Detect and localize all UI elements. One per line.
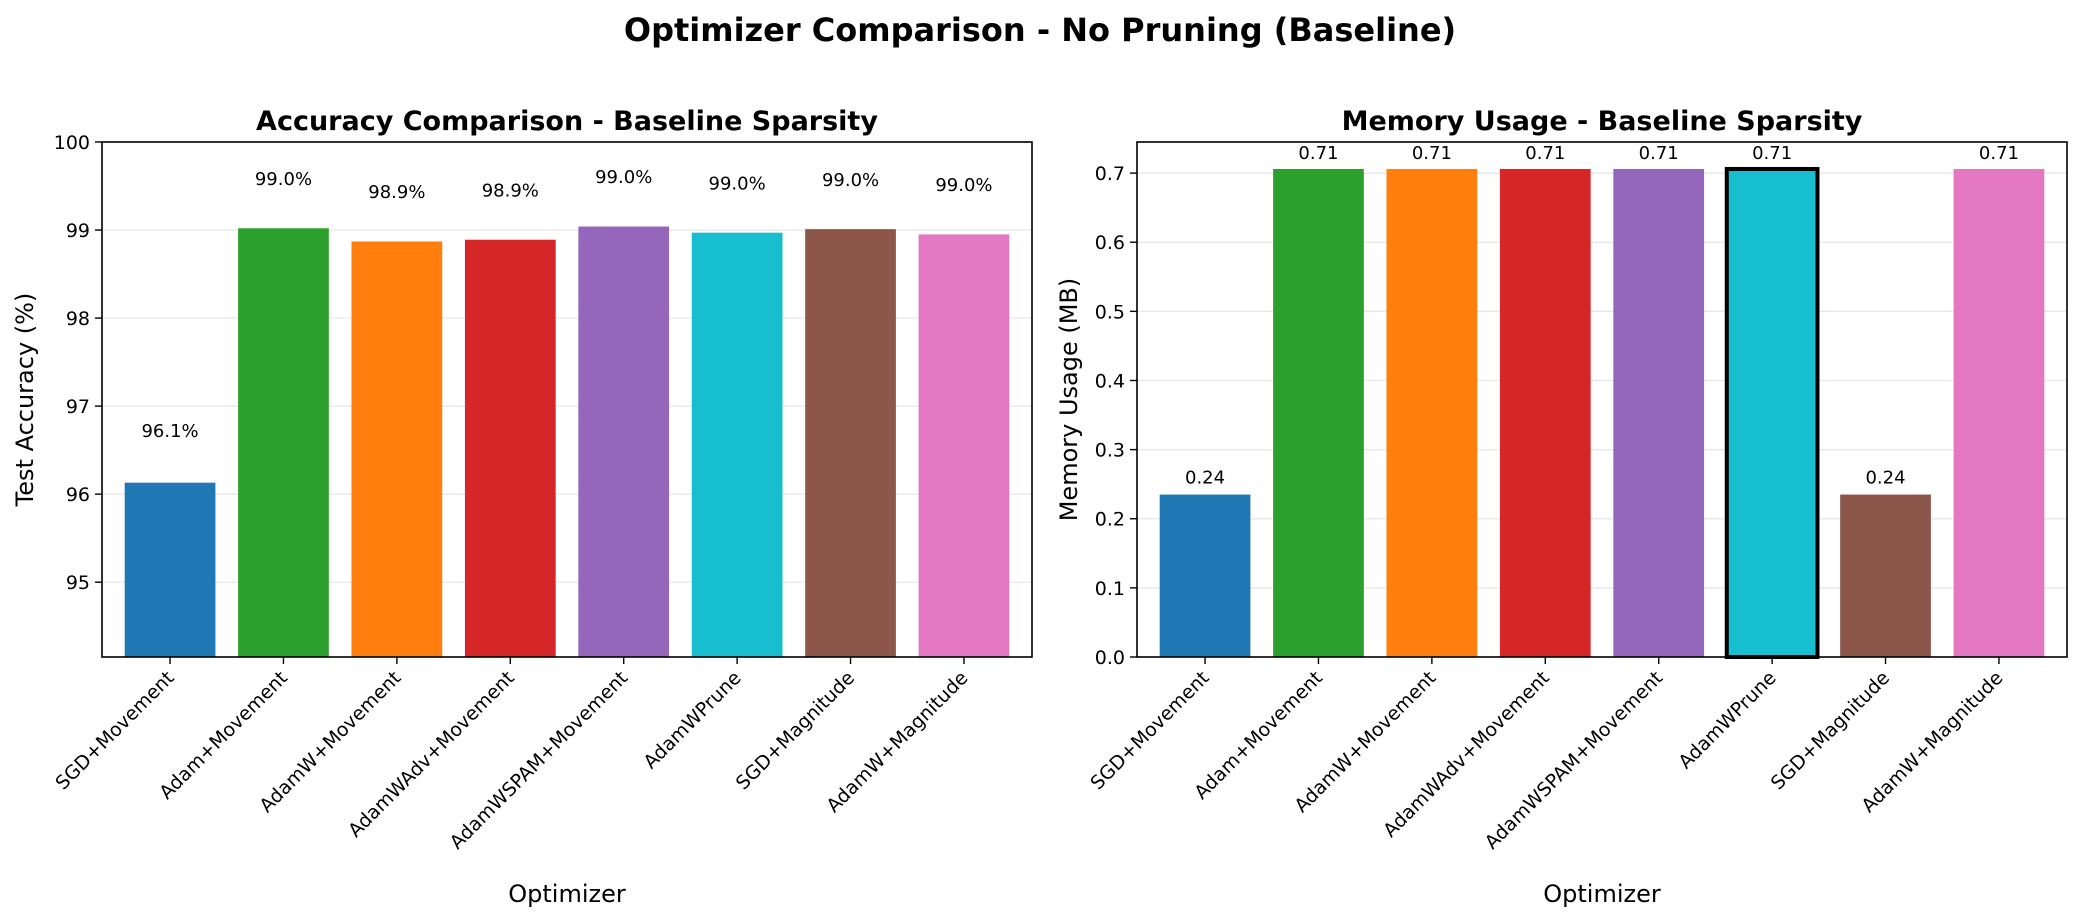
data-label: 0.24 (1185, 467, 1225, 488)
bar-adamwspam-movement (578, 226, 670, 657)
data-label: 0.71 (1525, 143, 1565, 164)
y-tick-label: 0.2 (1095, 509, 1125, 531)
data-label: 99.0% (709, 173, 766, 194)
x-tick-label: AdamWSPAM+Movement (1481, 667, 1668, 854)
x-tick-label: Adam+Movement (1190, 667, 1327, 804)
y-tick-label: 0.0 (1095, 647, 1125, 669)
bar-adamwadv-movement (1499, 168, 1591, 658)
y-tick-label: 98 (66, 308, 90, 330)
data-label: 0.71 (1412, 143, 1452, 164)
bar-adamw-magnitude (1953, 168, 2045, 658)
y-tick-label: 0.3 (1095, 440, 1125, 462)
y-tick-label: 99 (66, 220, 90, 242)
x-tick-label: SGD+Movement (1086, 667, 1213, 794)
y-tick-label: 0.4 (1095, 370, 1125, 392)
bar-sgd-magnitude (805, 229, 896, 657)
x-tick-label: SGD+Magnitude (1767, 667, 1894, 794)
data-label: 99.0% (255, 169, 312, 190)
data-label: 0.71 (1752, 143, 1792, 164)
x-tick-label: AdamWPrune (639, 667, 745, 773)
x-axis-label: Optimizer (1543, 880, 1661, 908)
data-label: 98.9% (368, 182, 425, 203)
bar-sgd-magnitude (1840, 494, 1931, 657)
y-tick-label: 96 (66, 484, 90, 506)
bar-adamwadv-movement (464, 239, 556, 657)
plot-frame (101, 141, 1033, 658)
data-label: 0.71 (1298, 143, 1338, 164)
x-tick-label: Adam+Movement (155, 667, 292, 804)
y-tick-label: 95 (66, 572, 90, 594)
data-label: 99.0% (935, 175, 992, 196)
x-tick-label: AdamWSPAM+Movement (446, 667, 633, 854)
chart-title: Accuracy Comparison - Baseline Sparsity (256, 106, 878, 137)
y-tick-label: 0.6 (1095, 232, 1125, 254)
data-label: 98.9% (482, 180, 539, 201)
chart-title: Memory Usage - Baseline Sparsity (1342, 106, 1863, 137)
plot-frame (1136, 141, 2068, 658)
y-axis-label: Test Accuracy (%) (11, 293, 39, 508)
y-axis-label: Memory Usage (MB) (1055, 278, 1083, 522)
bar-sgd-movement (1159, 494, 1251, 657)
x-tick-label: SGD+Movement (51, 667, 178, 794)
y-tick-label: 100 (54, 132, 90, 154)
y-tick-label: 97 (66, 396, 90, 418)
data-label: 0.71 (1639, 143, 1679, 164)
data-label: 99.0% (822, 170, 879, 191)
bar-adamw-magnitude (918, 234, 1010, 657)
data-label: 0.71 (1979, 143, 2019, 164)
data-label: 0.24 (1865, 467, 1905, 488)
x-axis-label: Optimizer (508, 880, 626, 908)
data-label: 96.1% (141, 421, 198, 442)
memory-chart: 0.24 0.71 0.71 0.71 0.71 0.71 0.24 0.71 0.0 0.1 0.… (1055, 106, 2068, 908)
y-tick-label: 0.5 (1095, 301, 1125, 323)
y-tick-label: 0.1 (1095, 578, 1125, 600)
accuracy-chart: 96.1% 99.0% 98.9% 98.9% 99.0% 99.0% 99.0% 99.0%… (11, 106, 1033, 908)
bar-adamw-movement (351, 241, 443, 657)
data-label: 99.0% (595, 167, 652, 188)
figure-title: Optimizer Comparison - No Pruning (Basel… (624, 11, 1456, 49)
bar-adamwprune (691, 232, 783, 657)
x-tick-label: AdamWPrune (1674, 667, 1780, 773)
x-tick-label: SGD+Magnitude (732, 667, 859, 794)
bar-adamwprune (1724, 166, 1820, 660)
bar-adam-movement (1273, 168, 1364, 658)
bar-adam-movement (238, 228, 329, 657)
y-tick-label: 0.7 (1095, 163, 1125, 185)
bar-adamw-movement (1386, 168, 1478, 658)
bar-sgd-movement (124, 482, 216, 657)
bar-adamwspam-movement (1613, 168, 1705, 658)
